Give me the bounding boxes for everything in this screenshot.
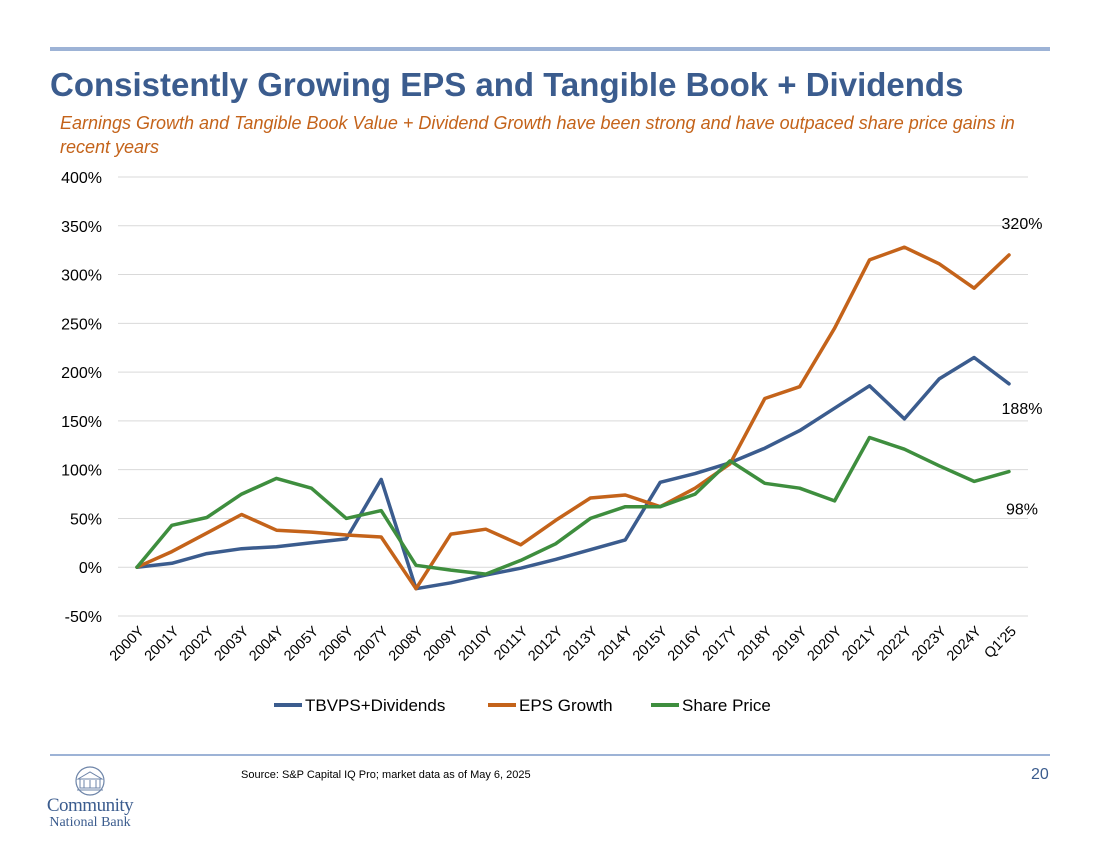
x-tick-label: 2014Y	[595, 623, 636, 664]
x-tick-label: 2005Y	[281, 623, 322, 664]
y-tick-label: 100%	[61, 463, 102, 480]
source-note: Source: S&P Capital IQ Pro; market data …	[241, 769, 531, 781]
series-line-eps-growth	[135, 245, 1011, 591]
x-tick-label: 2020Y	[804, 623, 845, 664]
x-tick-label: 2000Y	[107, 623, 148, 664]
legend-label: Share Price	[682, 696, 771, 715]
y-tick-label: 300%	[61, 268, 102, 285]
data-label: 98%	[1006, 502, 1038, 519]
page-subtitle: Earnings Growth and Tangible Book Value …	[60, 113, 1015, 157]
y-tick-label: 400%	[61, 170, 102, 187]
x-tick-label: 2004Y	[246, 623, 287, 664]
x-tick-label: 2010Y	[456, 623, 497, 664]
x-tick-label: 2019Y	[770, 623, 811, 664]
y-tick-label: -50%	[65, 609, 102, 626]
x-tick-label: 2013Y	[560, 623, 601, 664]
legend-label: EPS Growth	[519, 696, 613, 715]
x-tick-label: 2008Y	[386, 623, 427, 664]
x-tick-label: 2016Y	[665, 623, 706, 664]
x-tick-label: 2017Y	[700, 623, 741, 664]
x-tick-label: 2009Y	[421, 623, 462, 664]
x-tick-label: 2012Y	[525, 623, 566, 664]
logo-wordmark-bottom: National Bank	[49, 815, 131, 830]
x-tick-label: Q1'25	[981, 624, 1019, 662]
y-tick-label: 250%	[61, 316, 102, 333]
y-tick-label: 0%	[79, 560, 102, 577]
y-tick-label: 50%	[70, 511, 102, 528]
page-number: 20	[1031, 766, 1049, 783]
y-tick-label: 200%	[61, 365, 102, 382]
x-tick-label: 2024Y	[944, 623, 985, 664]
x-tick-label: 2002Y	[177, 623, 218, 664]
series-line-share-price	[135, 435, 1011, 576]
y-tick-label: 350%	[61, 219, 102, 236]
x-tick-label: 2023Y	[909, 623, 950, 664]
community-national-bank-logo: Community National Bank	[44, 765, 136, 835]
data-label: 188%	[1002, 401, 1043, 418]
x-tick-label: 2011Y	[491, 623, 531, 663]
x-tick-label: 2015Y	[630, 623, 671, 664]
top-rule	[50, 47, 1050, 51]
logo-wordmark-top: Community	[46, 795, 134, 816]
x-tick-label: 2001Y	[142, 623, 183, 664]
x-tick-label: 2003Y	[212, 623, 253, 664]
x-tick-label: 2007Y	[351, 623, 392, 664]
x-tick-label: 2018Y	[735, 623, 776, 664]
x-tick-label: 2021Y	[839, 623, 880, 664]
legend-label: TBVPS+Dividends	[305, 696, 445, 715]
page-title: Consistently Growing EPS and Tangible Bo…	[50, 66, 964, 103]
y-tick-label: 150%	[61, 414, 102, 431]
series-line-tbvps-dividends	[135, 355, 1011, 591]
data-label: 320%	[1002, 216, 1043, 233]
x-tick-label: 2022Y	[874, 623, 915, 664]
bank-building-icon	[75, 766, 105, 796]
bottom-rule	[50, 754, 1050, 756]
line-chart: -50% 0% 50% 100% 150% 200% 250% 300% 350% 400% 200…	[61, 170, 1043, 715]
x-tick-label: 2006Y	[316, 623, 357, 664]
